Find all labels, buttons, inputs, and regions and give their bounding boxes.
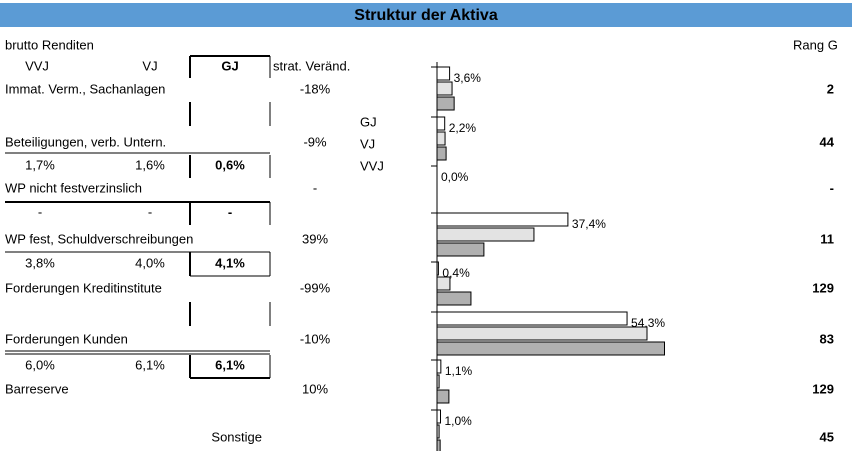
- rank: 129: [812, 381, 834, 396]
- bar: [437, 132, 445, 145]
- legend-label: VJ: [360, 136, 375, 151]
- category-label: Barreserve: [5, 381, 69, 396]
- bar: [437, 277, 450, 290]
- strategic-change: -: [313, 180, 317, 195]
- strategic-change: -18%: [300, 81, 331, 96]
- return-value: 6,1%: [215, 357, 245, 372]
- category-label: WP fest, Schuldverschreibungen: [5, 231, 193, 246]
- strategic-change: -10%: [300, 331, 331, 346]
- data-label: 1,0%: [445, 414, 473, 428]
- legend-label: GJ: [360, 114, 377, 129]
- bar: [437, 67, 450, 80]
- column-header: strat. Veränd.: [273, 58, 350, 73]
- bar: [437, 262, 438, 275]
- data-label: 37,4%: [572, 217, 606, 231]
- bar: [437, 342, 665, 355]
- return-value: 6,0%: [25, 357, 55, 372]
- bar: [437, 390, 449, 403]
- bar: [437, 425, 439, 438]
- category-label: WP nicht festverzinslich: [5, 180, 142, 195]
- table-caption: brutto Renditen: [5, 37, 94, 52]
- data-label: 3,6%: [454, 71, 482, 85]
- strategic-change: 39%: [302, 231, 328, 246]
- bar: [437, 312, 627, 325]
- bar: [437, 327, 647, 340]
- bar: [437, 147, 446, 160]
- data-label: 2,2%: [449, 121, 477, 135]
- rank: 44: [820, 134, 835, 149]
- bar: [437, 440, 440, 451]
- bar: [437, 97, 454, 110]
- column-header: VVJ: [25, 58, 49, 73]
- category-label: Immat. Verm., Sachanlagen: [5, 81, 165, 96]
- rank: 45: [820, 429, 834, 444]
- return-value: -: [38, 204, 42, 219]
- return-value: 1,7%: [25, 157, 55, 172]
- strategic-change: 10%: [302, 381, 328, 396]
- bar: [437, 213, 568, 226]
- data-label: 0,0%: [441, 170, 469, 184]
- strategic-change: -9%: [303, 134, 327, 149]
- category-label: Forderungen Kreditinstitute: [5, 280, 162, 295]
- data-label: 1,1%: [445, 364, 473, 378]
- rank: 2: [827, 81, 834, 96]
- title: Struktur der Aktiva: [354, 7, 498, 24]
- bar: [437, 292, 471, 305]
- bar: [437, 82, 452, 95]
- return-value: 3,8%: [25, 255, 55, 270]
- column-header: GJ: [221, 58, 238, 73]
- return-value: 6,1%: [135, 357, 165, 372]
- rank: 11: [820, 231, 834, 246]
- category-label: Beteiligungen, verb. Untern.: [5, 134, 166, 149]
- rank: -: [830, 180, 834, 195]
- return-value: 1,6%: [135, 157, 165, 172]
- legend-label: VVJ: [360, 158, 384, 173]
- bar: [437, 410, 441, 423]
- rank-header: Rang G: [793, 37, 838, 52]
- bar: [437, 117, 445, 130]
- strategic-change: -99%: [300, 280, 331, 295]
- bar: [437, 228, 534, 241]
- return-value: -: [228, 204, 232, 219]
- bar: [437, 243, 484, 256]
- rank: 83: [820, 331, 834, 346]
- return-value: 4,0%: [135, 255, 165, 270]
- bar: [437, 360, 441, 373]
- return-value: 0,6%: [215, 157, 245, 172]
- category-label: Forderungen Kunden: [5, 331, 128, 346]
- category-label: Sonstige: [211, 429, 262, 444]
- return-value: 4,1%: [215, 255, 245, 270]
- rank: 129: [812, 280, 834, 295]
- return-value: -: [148, 204, 152, 219]
- column-header: VJ: [142, 58, 157, 73]
- bar: [437, 375, 439, 388]
